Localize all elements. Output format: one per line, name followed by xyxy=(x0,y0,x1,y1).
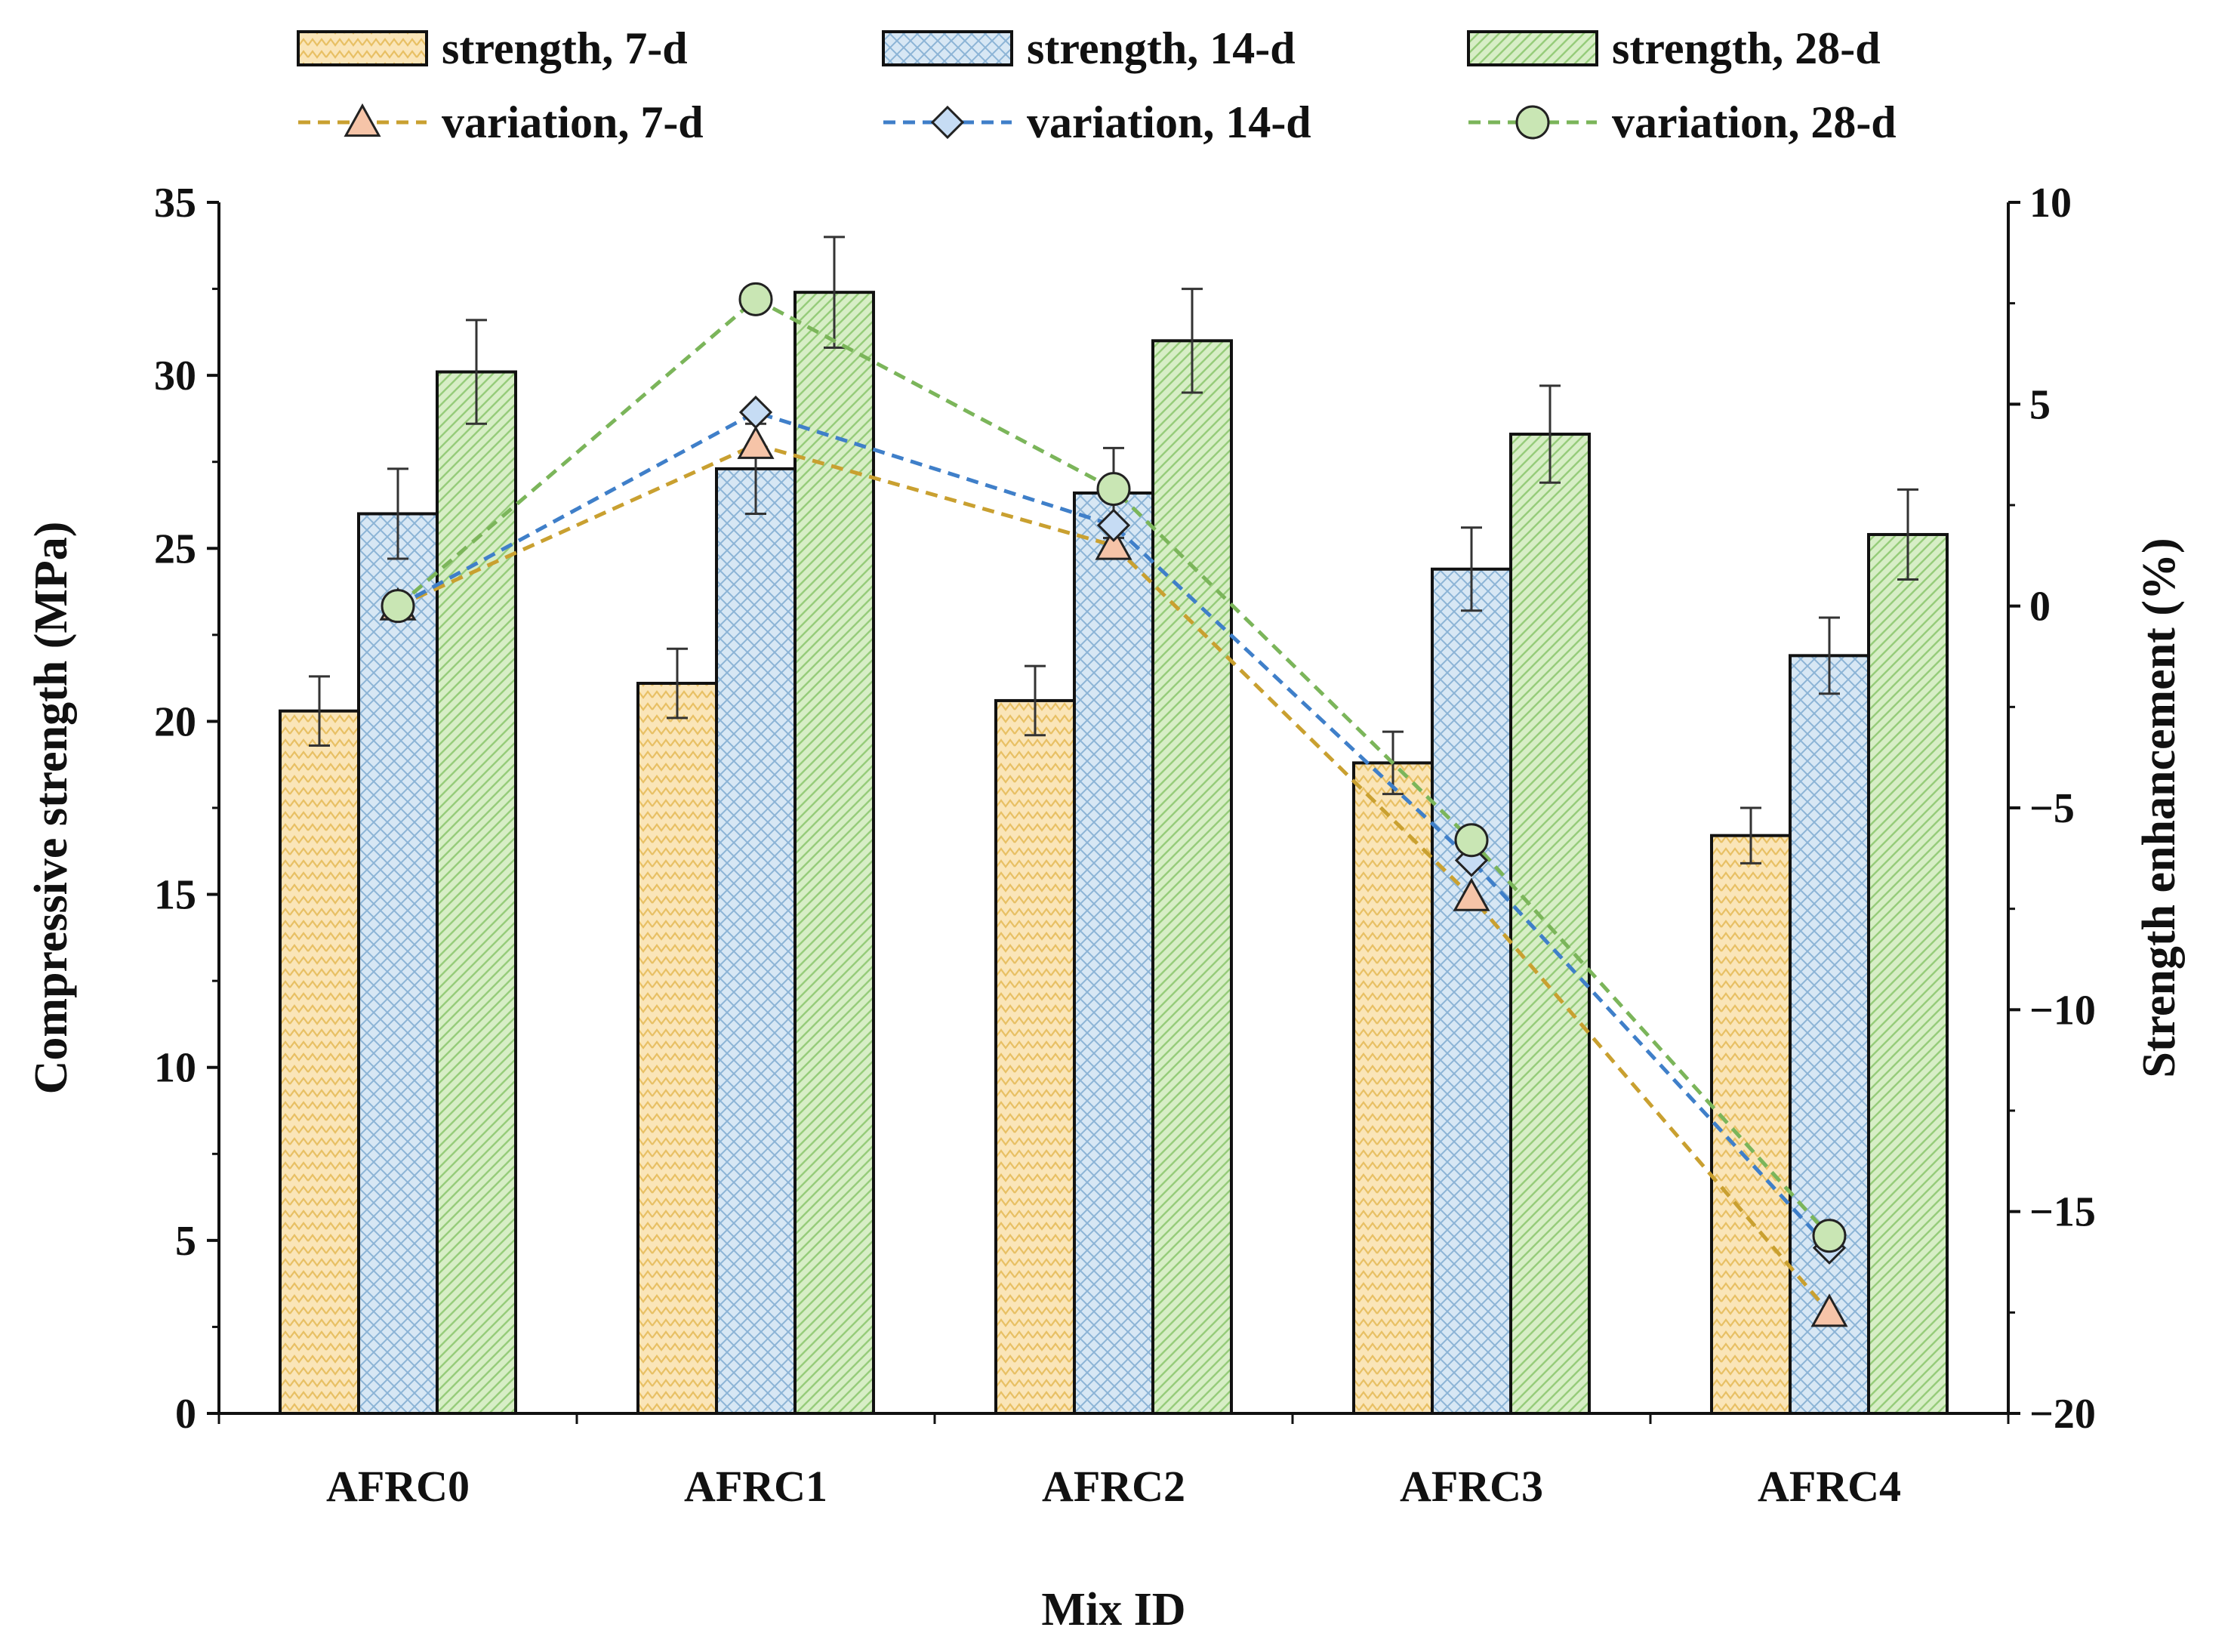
y-tick-label: 35 xyxy=(154,180,196,227)
bar-strength-14-d-AFRC0 xyxy=(357,512,439,1415)
legend-label: strength, 14-d xyxy=(1027,23,1296,73)
legend: strength, 7-d strength, 14-d strength, 28-… xyxy=(297,23,1897,147)
marker-variation-28-d-AFRC4 xyxy=(1812,1219,1847,1253)
bar-strength-7-d-AFRC0 xyxy=(279,709,360,1415)
legend-label: variation, 7-d xyxy=(442,97,704,147)
legend-label: variation, 28-d xyxy=(1612,97,1897,147)
bar-strength-7-d-AFRC4 xyxy=(1710,834,1792,1415)
y2-tick-label: 10 xyxy=(2029,180,2072,227)
bar-strength-14-d-AFRC1 xyxy=(715,467,797,1415)
line-variation-28-d xyxy=(396,297,1831,1237)
legend-swatch-marker xyxy=(930,105,965,140)
lines-layer xyxy=(379,282,1848,1327)
marker-variation-7-d-AFRC1 xyxy=(737,425,775,459)
y2-tick-label: −10 xyxy=(2029,987,2096,1034)
marker-variation-7-d-AFRC3 xyxy=(1453,877,1490,911)
y-tick-label: 20 xyxy=(154,698,196,745)
line-variation-7-d xyxy=(396,442,1831,1314)
x-tick-label: AFRC4 xyxy=(1758,1462,1901,1511)
marker-variation-14-d-AFRC2 xyxy=(1096,508,1131,542)
legend-swatch-marker xyxy=(344,103,381,137)
y-tick-label: 25 xyxy=(154,525,196,572)
bar-strength-28-d-AFRC0 xyxy=(436,370,517,1415)
y-tick-label: 10 xyxy=(154,1045,196,1092)
y2-tick-label: 5 xyxy=(2029,381,2051,428)
legend-label: strength, 28-d xyxy=(1612,23,1881,73)
bar-strength-14-d-AFRC3 xyxy=(1431,567,1512,1415)
y-axis-title: Compressive strength (MPa) xyxy=(26,522,77,1095)
marker-variation-14-d-AFRC1 xyxy=(738,395,773,430)
x-tick-label: AFRC1 xyxy=(684,1462,827,1511)
x-tick-label: AFRC2 xyxy=(1042,1462,1185,1511)
y-tick-label: 5 xyxy=(175,1218,196,1265)
axes-layer: 0 5 10 15 20 25 30 35 −20 −15 −10 −5 0 5 10 AFRC0 AFRC1 A… xyxy=(26,180,2185,1635)
legend-swatch-bar xyxy=(1467,30,1598,66)
x-tick-label: AFRC3 xyxy=(1400,1462,1543,1511)
bar-strength-14-d-AFRC2 xyxy=(1073,491,1154,1416)
y-tick-label: 0 xyxy=(175,1391,196,1438)
marker-variation-7-d-AFRC4 xyxy=(1810,1293,1848,1327)
y2-axis-title: Strength enhancement (%) xyxy=(2134,538,2185,1077)
legend-swatch-bar xyxy=(297,30,428,66)
legend-label: strength, 7-d xyxy=(442,23,688,73)
legend-swatch-bar xyxy=(882,30,1013,66)
y-tick-label: 15 xyxy=(154,872,196,919)
x-axis-title: Mix ID xyxy=(1041,1584,1185,1635)
marker-variation-28-d-AFRC3 xyxy=(1454,823,1489,858)
y-tick-label: 30 xyxy=(154,353,196,399)
bar-strength-7-d-AFRC3 xyxy=(1352,761,1434,1415)
marker-variation-28-d-AFRC0 xyxy=(381,589,415,624)
bar-strength-7-d-AFRC2 xyxy=(994,698,1076,1415)
y2-tick-label: −20 xyxy=(2029,1391,2096,1438)
y2-tick-label: −15 xyxy=(2029,1189,2096,1236)
bar-strength-28-d-AFRC4 xyxy=(1867,532,1949,1415)
bar-strength-28-d-AFRC1 xyxy=(793,291,875,1415)
x-tick-label: AFRC0 xyxy=(326,1462,470,1511)
y2-tick-label: 0 xyxy=(2029,584,2051,630)
bar-strength-28-d-AFRC3 xyxy=(1509,433,1591,1416)
bars-layer xyxy=(279,291,1949,1416)
y2-tick-label: −5 xyxy=(2029,785,2075,832)
error-bars-layer xyxy=(309,236,1918,865)
marker-variation-28-d-AFRC1 xyxy=(738,282,773,316)
legend-label: variation, 14-d xyxy=(1027,97,1311,147)
marker-variation-28-d-AFRC2 xyxy=(1096,472,1131,507)
marker-variation-7-d-AFRC2 xyxy=(1095,526,1132,560)
bar-strength-7-d-AFRC1 xyxy=(636,682,718,1415)
bar-strength-28-d-AFRC2 xyxy=(1151,339,1233,1415)
legend-swatch-marker xyxy=(1515,105,1550,140)
